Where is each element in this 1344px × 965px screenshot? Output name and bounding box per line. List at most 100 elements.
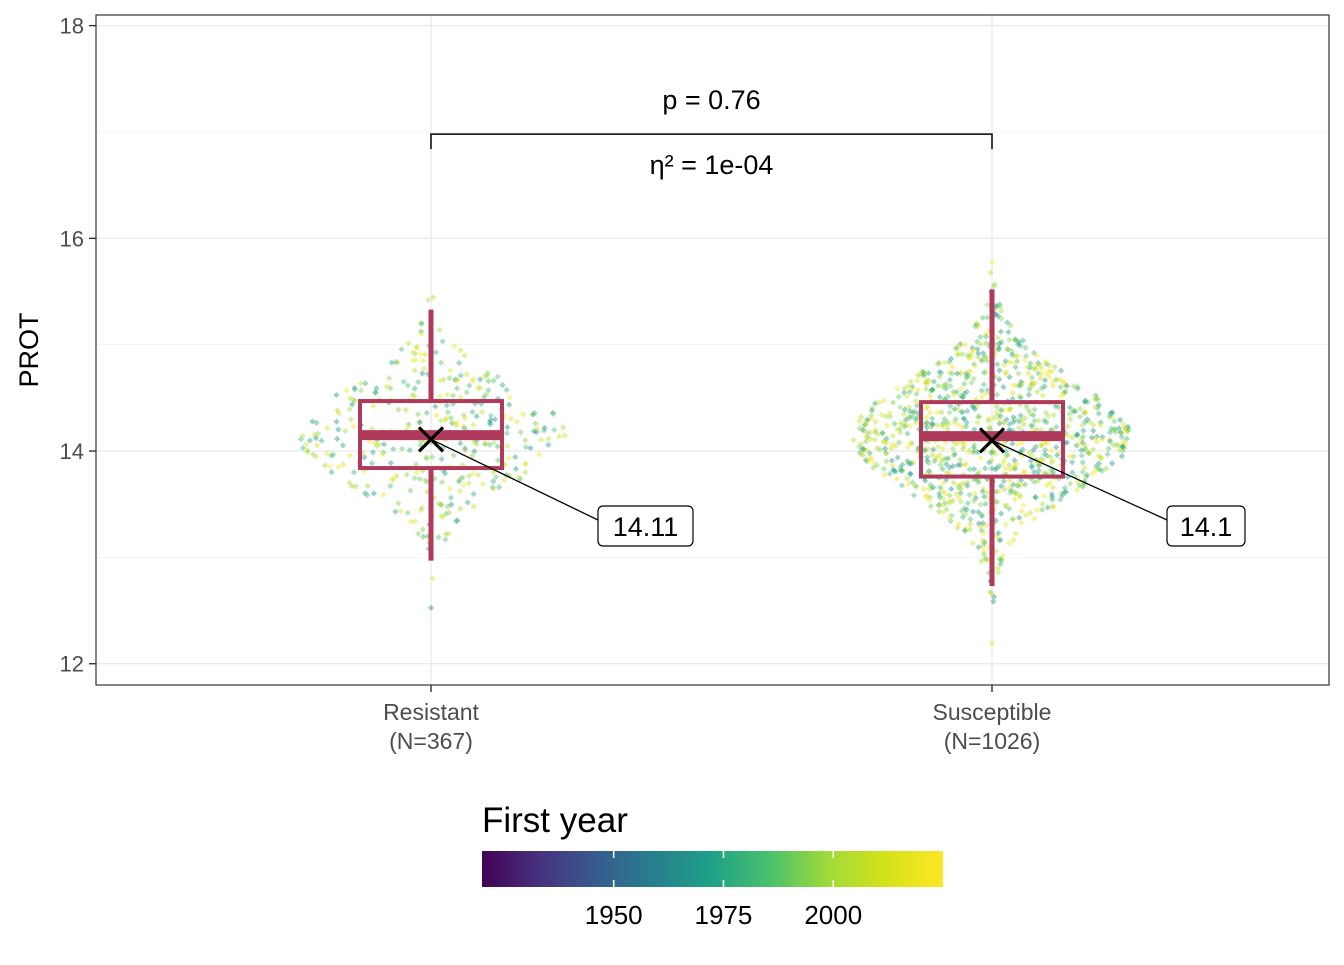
data-point <box>436 326 443 333</box>
data-point <box>1060 390 1067 397</box>
data-point <box>533 428 540 436</box>
data-point <box>997 560 1004 567</box>
data-point <box>1076 482 1083 489</box>
data-point <box>413 469 420 476</box>
data-point <box>963 374 970 382</box>
data-point <box>346 406 353 413</box>
data-point <box>387 459 395 467</box>
data-point <box>955 520 962 528</box>
data-point <box>970 497 978 504</box>
data-point <box>988 590 995 597</box>
data-point <box>1030 468 1038 476</box>
data-point <box>1097 419 1104 426</box>
data-point <box>1102 465 1110 472</box>
data-point <box>1055 404 1062 411</box>
data-point <box>924 420 932 427</box>
data-point <box>334 407 341 414</box>
data-point <box>460 481 467 488</box>
data-point <box>436 393 443 400</box>
data-point <box>907 470 914 477</box>
data-point <box>429 575 436 582</box>
data-point <box>880 397 887 404</box>
data-point <box>1006 505 1013 512</box>
data-point <box>1034 388 1041 395</box>
data-point <box>975 544 982 551</box>
data-point <box>1092 435 1099 442</box>
data-point <box>1082 409 1090 417</box>
data-point <box>444 391 451 398</box>
data-point <box>304 447 311 454</box>
data-point <box>957 489 964 497</box>
data-point <box>1052 402 1059 410</box>
data-point <box>996 556 1004 563</box>
data-point <box>1030 349 1038 356</box>
data-point <box>1063 439 1071 446</box>
data-point <box>415 378 422 386</box>
data-point <box>373 442 381 450</box>
data-point <box>1028 379 1035 386</box>
data-point <box>1067 415 1074 423</box>
data-point <box>1106 436 1113 443</box>
data-point <box>935 382 942 389</box>
data-point <box>960 480 967 487</box>
data-point <box>425 296 432 304</box>
data-point <box>1045 413 1052 420</box>
data-point <box>1049 503 1056 511</box>
mean-label: 14.1 <box>1180 512 1233 542</box>
data-point <box>948 512 955 519</box>
data-point <box>1098 454 1105 462</box>
data-point <box>990 598 997 605</box>
data-point <box>1111 418 1118 425</box>
data-point <box>856 425 863 432</box>
data-point <box>974 345 981 353</box>
data-point <box>417 507 424 514</box>
data-point <box>906 440 914 447</box>
data-point <box>376 441 383 448</box>
data-point <box>412 357 420 364</box>
data-point <box>496 484 503 491</box>
data-point <box>357 380 365 387</box>
data-point <box>466 382 473 389</box>
data-point <box>883 458 890 465</box>
data-point <box>1071 407 1078 414</box>
data-point <box>1108 409 1115 417</box>
data-point <box>451 342 458 350</box>
data-point <box>957 456 964 463</box>
data-point <box>1058 490 1065 497</box>
data-point <box>1016 418 1023 425</box>
data-point <box>306 437 314 444</box>
data-point <box>1118 429 1125 436</box>
data-point <box>867 436 874 443</box>
data-point <box>890 399 897 406</box>
data-point <box>1099 433 1106 441</box>
data-point <box>1063 488 1070 496</box>
data-point <box>490 439 497 446</box>
colorbar-legend: First year 1950 1975 2000 <box>482 801 943 930</box>
data-point <box>1123 427 1131 434</box>
data-point <box>1009 440 1016 447</box>
data-point <box>299 432 306 439</box>
data-point <box>432 349 439 356</box>
data-point <box>453 376 461 383</box>
data-point <box>987 589 994 596</box>
data-point <box>938 369 945 377</box>
data-point <box>957 498 964 505</box>
data-point <box>1042 446 1049 453</box>
data-point <box>1047 453 1054 461</box>
grid-lines <box>96 15 1329 685</box>
data-point <box>1064 432 1072 439</box>
data-point <box>1076 413 1084 420</box>
data-point <box>1067 480 1074 487</box>
colorbar-title: First year <box>482 801 628 840</box>
data-point <box>324 425 331 432</box>
data-point <box>1092 396 1099 403</box>
data-point <box>346 479 353 486</box>
data-point <box>379 451 386 458</box>
data-point <box>974 413 982 420</box>
data-point <box>1049 382 1057 389</box>
data-point <box>1038 370 1045 378</box>
data-point <box>411 475 418 482</box>
data-point <box>1107 410 1114 417</box>
data-point <box>1047 447 1055 454</box>
data-point <box>437 377 444 384</box>
